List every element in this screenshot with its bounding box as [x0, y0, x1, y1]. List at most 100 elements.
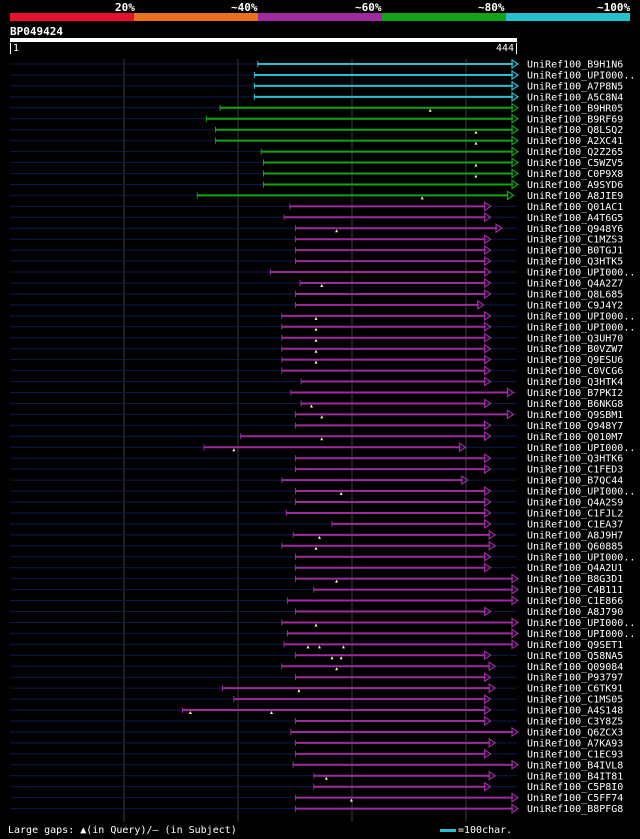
hit-row[interactable]: UniRef100_B4IVL8 [10, 759, 623, 771]
hit-row[interactable]: UniRef100_UPI000.. [10, 266, 635, 279]
hit-row[interactable]: UniRef100_A4T6G5 [10, 212, 623, 224]
hit-row[interactable]: UniRef100_P93797 [10, 672, 623, 684]
hit-label[interactable]: UniRef100_C1MS05 [527, 695, 623, 706]
hit-label[interactable]: UniRef100_B8PFG8 [527, 804, 623, 815]
hit-row[interactable]: UniRef100_Q58NA5 [10, 650, 623, 662]
hit-label[interactable]: UniRef100_Q3HTK4 [527, 377, 623, 388]
hit-row[interactable]: UniRef100_C1MS05 [10, 693, 623, 706]
hit-label[interactable]: UniRef100_Q09084 [527, 662, 623, 673]
hit-row[interactable]: UniRef100_UPI000.. [10, 485, 635, 498]
hit-label[interactable]: UniRef100_C0P9X8 [527, 169, 623, 180]
hit-row[interactable]: UniRef100_Q8L685 [10, 288, 623, 300]
hit-row[interactable]: UniRef100_C1EA37 [10, 518, 623, 530]
hit-label[interactable]: UniRef100_A7KA93 [527, 738, 623, 749]
hit-row[interactable]: UniRef100_Q9SET1 [10, 639, 623, 651]
hit-row[interactable]: UniRef100_UPI000.. [10, 310, 635, 322]
hit-row[interactable]: UniRef100_B4IT81 [10, 770, 623, 782]
hit-row[interactable]: UniRef100_Q948Y7 [10, 420, 623, 432]
hit-row[interactable]: UniRef100_B7QC44 [10, 474, 623, 487]
hit-label[interactable]: UniRef100_C6TK91 [527, 684, 623, 695]
hit-row[interactable]: UniRef100_B9H1N6 [10, 58, 623, 71]
hit-label[interactable]: UniRef100_B6NKG8 [527, 399, 623, 410]
hit-row[interactable]: UniRef100_C9J4Y2 [10, 299, 623, 311]
hit-label[interactable]: UniRef100_Q948Y7 [527, 421, 623, 432]
hit-label[interactable]: UniRef100_Q60885 [527, 541, 623, 552]
hit-label[interactable]: UniRef100_Q2Z265 [527, 147, 623, 158]
hit-row[interactable]: UniRef100_A5C8N4 [10, 91, 623, 103]
hit-label[interactable]: UniRef100_Q9SBM1 [527, 410, 623, 421]
hit-row[interactable]: UniRef100_UPI000.. [10, 321, 635, 333]
hit-label[interactable]: UniRef100_UPI000.. [527, 70, 635, 81]
hit-label[interactable]: UniRef100_Q9SET1 [527, 640, 623, 651]
hit-label[interactable]: UniRef100_C1E866 [527, 596, 623, 607]
hit-row[interactable]: UniRef100_C1FED3 [10, 464, 623, 476]
hit-label[interactable]: UniRef100_A5C8N4 [527, 92, 623, 103]
hit-label[interactable]: UniRef100_C4B111 [527, 585, 623, 596]
hit-label[interactable]: UniRef100_P93797 [527, 673, 623, 684]
hit-label[interactable]: UniRef100_Q8L685 [527, 289, 623, 300]
hit-row[interactable]: UniRef100_A7KA93 [10, 737, 623, 749]
hit-label[interactable]: UniRef100_UPI000.. [527, 487, 635, 498]
hit-row[interactable]: UniRef100_Q60885 [10, 540, 623, 552]
hit-row[interactable]: UniRef100_UPI000.. [10, 617, 635, 629]
hit-row[interactable]: UniRef100_A8J790 [10, 606, 623, 618]
hit-row[interactable]: UniRef100_Q09084 [10, 661, 623, 673]
hit-row[interactable]: UniRef100_A9SYD6 [10, 179, 623, 191]
hit-label[interactable]: UniRef100_C1EA37 [527, 519, 623, 530]
hit-label[interactable]: UniRef100_C1FJL2 [527, 508, 623, 519]
hit-label[interactable]: UniRef100_B0TGJ1 [527, 246, 623, 257]
hit-label[interactable]: UniRef100_C5FF74 [527, 793, 623, 804]
hit-row[interactable]: UniRef100_Q2Z265 [10, 146, 623, 158]
hit-label[interactable]: UniRef100_Q4A2S9 [527, 498, 623, 509]
query-bar[interactable] [10, 38, 517, 42]
hit-label[interactable]: UniRef100_UPI000.. [527, 629, 635, 640]
hit-label[interactable]: UniRef100_Q3UH70 [527, 333, 623, 344]
hit-row[interactable]: UniRef100_C4B111 [10, 584, 623, 596]
hit-label[interactable]: UniRef100_C5P8I0 [527, 782, 623, 793]
hit-label[interactable]: UniRef100_Q6ZCX3 [527, 727, 623, 738]
hit-row[interactable]: UniRef100_A8JIE9 [10, 190, 623, 202]
hit-row[interactable]: UniRef100_C1MZS3 [10, 234, 623, 246]
hit-row[interactable]: UniRef100_Q3HTK6 [10, 453, 623, 465]
hit-row[interactable]: UniRef100_Q3HTK5 [10, 255, 623, 268]
hit-label[interactable]: UniRef100_B9H1N6 [527, 60, 623, 71]
hit-row[interactable]: UniRef100_C1EC93 [10, 748, 623, 760]
hit-label[interactable]: UniRef100_A8J790 [527, 607, 623, 618]
hit-label[interactable]: UniRef100_C1FED3 [527, 465, 623, 476]
hit-label[interactable]: UniRef100_Q4A2U1 [527, 563, 623, 574]
hit-row[interactable]: UniRef100_Q3HTK4 [10, 376, 623, 388]
hit-label[interactable]: UniRef100_B0VZW7 [527, 344, 623, 355]
hit-label[interactable]: UniRef100_Q4A2Z7 [527, 279, 623, 290]
hit-row[interactable]: UniRef100_Q4A2U1 [10, 562, 623, 574]
hit-label[interactable]: UniRef100_B4IVL8 [527, 760, 623, 771]
hit-label[interactable]: UniRef100_A2XC41 [527, 136, 623, 147]
hit-label[interactable]: UniRef100_UPI000.. [527, 311, 635, 322]
hit-label[interactable]: UniRef100_C1EC93 [527, 749, 623, 760]
hit-label[interactable]: UniRef100_UPI000.. [527, 552, 635, 563]
hit-label[interactable]: UniRef100_A4S148 [527, 706, 623, 717]
hit-label[interactable]: UniRef100_C3Y8Z5 [527, 717, 623, 728]
hit-label[interactable]: UniRef100_A8J9H7 [527, 530, 623, 541]
hit-row[interactable]: UniRef100_A7P8N5 [10, 80, 623, 92]
hit-label[interactable]: UniRef100_A7P8N5 [527, 81, 623, 92]
hit-label[interactable]: UniRef100_UPI000.. [527, 322, 635, 333]
hit-row[interactable]: UniRef100_A2XC41 [10, 135, 623, 147]
hit-label[interactable]: UniRef100_B9HR05 [527, 103, 623, 114]
hit-row[interactable]: UniRef100_Q01AC1 [10, 201, 623, 213]
hit-row[interactable]: UniRef100_C6TK91 [10, 683, 623, 695]
hit-row[interactable]: UniRef100_B6NKG8 [10, 398, 623, 410]
hit-row[interactable]: UniRef100_C0P9X8 [10, 168, 623, 180]
hit-label[interactable]: UniRef100_Q010M7 [527, 432, 623, 443]
hit-row[interactable]: UniRef100_UPI000.. [10, 442, 635, 454]
hit-row[interactable]: UniRef100_B0TGJ1 [10, 245, 623, 257]
hit-label[interactable]: UniRef100_B9RF69 [527, 114, 623, 125]
hit-row[interactable]: UniRef100_C0VCG6 [10, 365, 623, 377]
hit-label[interactable]: UniRef100_A8JIE9 [527, 191, 623, 202]
hit-row[interactable]: UniRef100_C5P8I0 [10, 781, 623, 793]
hit-row[interactable]: UniRef100_Q8LSQ2 [10, 124, 623, 136]
hit-row[interactable]: UniRef100_B9RF69 [10, 113, 623, 125]
hit-label[interactable]: UniRef100_UPI000.. [527, 618, 635, 629]
hit-row[interactable]: UniRef100_UPI000.. [10, 69, 635, 81]
hit-row[interactable]: UniRef100_C1FJL2 [10, 507, 623, 519]
hit-label[interactable]: UniRef100_B7PKI2 [527, 388, 623, 399]
